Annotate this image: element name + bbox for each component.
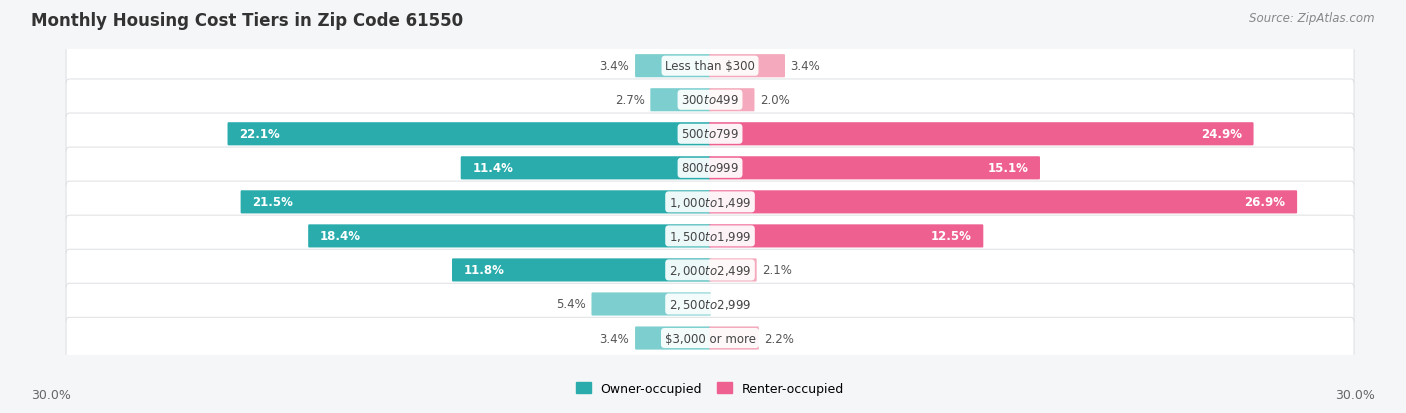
Text: $3,000 or more: $3,000 or more <box>665 332 755 345</box>
FancyBboxPatch shape <box>709 225 983 248</box>
Text: 12.5%: 12.5% <box>931 230 972 243</box>
Text: 3.4%: 3.4% <box>599 60 630 73</box>
Text: 3.4%: 3.4% <box>599 332 630 345</box>
Text: 30.0%: 30.0% <box>1336 388 1375 401</box>
FancyBboxPatch shape <box>240 191 711 214</box>
Text: $1,500 to $1,999: $1,500 to $1,999 <box>669 229 751 243</box>
Text: 2.7%: 2.7% <box>614 94 644 107</box>
Text: 21.5%: 21.5% <box>253 196 294 209</box>
Legend: Owner-occupied, Renter-occupied: Owner-occupied, Renter-occupied <box>575 382 845 395</box>
Text: $2,500 to $2,999: $2,500 to $2,999 <box>669 297 751 311</box>
FancyBboxPatch shape <box>66 114 1354 155</box>
Text: 11.4%: 11.4% <box>472 162 513 175</box>
FancyBboxPatch shape <box>709 327 759 350</box>
Text: 30.0%: 30.0% <box>31 388 70 401</box>
FancyBboxPatch shape <box>66 148 1354 189</box>
FancyBboxPatch shape <box>592 293 711 316</box>
FancyBboxPatch shape <box>308 225 711 248</box>
Text: $300 to $499: $300 to $499 <box>681 94 740 107</box>
FancyBboxPatch shape <box>636 327 711 350</box>
Text: 26.9%: 26.9% <box>1244 196 1285 209</box>
FancyBboxPatch shape <box>66 182 1354 223</box>
Text: 24.9%: 24.9% <box>1201 128 1241 141</box>
FancyBboxPatch shape <box>228 123 711 146</box>
FancyBboxPatch shape <box>709 55 785 78</box>
FancyBboxPatch shape <box>451 259 711 282</box>
FancyBboxPatch shape <box>651 89 711 112</box>
Text: 0.0%: 0.0% <box>717 298 747 311</box>
Text: 11.8%: 11.8% <box>464 264 505 277</box>
Text: 22.1%: 22.1% <box>239 128 280 141</box>
FancyBboxPatch shape <box>709 191 1298 214</box>
FancyBboxPatch shape <box>636 55 711 78</box>
Text: Source: ZipAtlas.com: Source: ZipAtlas.com <box>1250 12 1375 25</box>
FancyBboxPatch shape <box>66 284 1354 325</box>
FancyBboxPatch shape <box>709 123 1254 146</box>
FancyBboxPatch shape <box>66 318 1354 359</box>
FancyBboxPatch shape <box>66 46 1354 87</box>
Text: 2.0%: 2.0% <box>761 94 790 107</box>
Text: 2.1%: 2.1% <box>762 264 792 277</box>
FancyBboxPatch shape <box>461 157 711 180</box>
Text: $1,000 to $1,499: $1,000 to $1,499 <box>669 195 751 209</box>
Text: 15.1%: 15.1% <box>987 162 1028 175</box>
FancyBboxPatch shape <box>66 80 1354 121</box>
Text: 18.4%: 18.4% <box>321 230 361 243</box>
FancyBboxPatch shape <box>709 157 1040 180</box>
Text: Less than $300: Less than $300 <box>665 60 755 73</box>
Text: $800 to $999: $800 to $999 <box>681 162 740 175</box>
Text: $2,000 to $2,499: $2,000 to $2,499 <box>669 263 751 277</box>
Text: 3.4%: 3.4% <box>790 60 821 73</box>
FancyBboxPatch shape <box>66 216 1354 257</box>
Text: 5.4%: 5.4% <box>555 298 586 311</box>
FancyBboxPatch shape <box>709 89 755 112</box>
Text: $500 to $799: $500 to $799 <box>681 128 740 141</box>
Text: Monthly Housing Cost Tiers in Zip Code 61550: Monthly Housing Cost Tiers in Zip Code 6… <box>31 12 463 30</box>
FancyBboxPatch shape <box>66 249 1354 291</box>
FancyBboxPatch shape <box>709 259 756 282</box>
Text: 2.2%: 2.2% <box>765 332 794 345</box>
